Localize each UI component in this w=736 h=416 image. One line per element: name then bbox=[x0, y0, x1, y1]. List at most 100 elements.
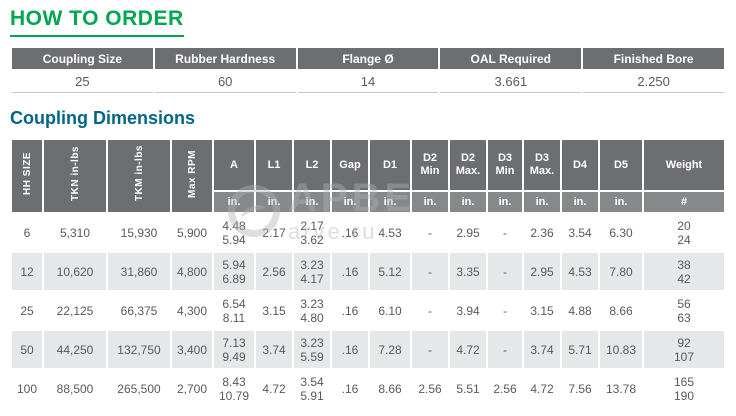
col-label: D3 bbox=[497, 152, 513, 164]
dim-header-l2: L2 bbox=[294, 140, 330, 190]
cell-d3-max: 4.72 bbox=[524, 370, 560, 407]
cell-d3-min: - bbox=[488, 331, 522, 368]
cell-weight-line1: 56 bbox=[677, 296, 691, 311]
dim-header-a: A bbox=[214, 140, 254, 190]
cell-d5: 6.30 bbox=[600, 214, 642, 251]
cell-a-line1: 5.94 bbox=[222, 257, 246, 272]
order-header-coupling-size: Coupling Size bbox=[12, 48, 153, 69]
unit-d2-min: in. bbox=[412, 192, 448, 212]
cell-d4: 3.54 bbox=[562, 214, 598, 251]
table-row: 12 10,620 31,860 4,800 5.94 6.89 2.56 3.2… bbox=[12, 253, 724, 290]
cell-d3-max: 2.36 bbox=[524, 214, 560, 251]
cell-d4: 4.53 bbox=[562, 253, 598, 290]
unit-d5: in. bbox=[600, 192, 642, 212]
cell-a-line2: 8.11 bbox=[222, 310, 246, 325]
cell-rpm: 2,700 bbox=[172, 370, 212, 407]
cell-l1: 2.17 bbox=[256, 214, 292, 251]
cell-l2-line1: 3.54 bbox=[300, 374, 324, 389]
cell-rpm: 5,900 bbox=[172, 214, 212, 251]
cell-d1: 7.28 bbox=[370, 331, 410, 368]
col-label: D1 bbox=[382, 158, 398, 171]
cell-d5: 13.78 bbox=[600, 370, 642, 407]
cell-a: 5.94 6.89 bbox=[214, 253, 254, 290]
cell-a-line2: 5.94 bbox=[222, 232, 246, 247]
dim-header-tkm: TKM in-lbs bbox=[108, 140, 170, 212]
dim-header-d1: D1 bbox=[370, 140, 410, 190]
unit-weight: # bbox=[644, 192, 724, 212]
cell-l2-line2: 4.80 bbox=[300, 310, 324, 325]
cell-l2: 3.23 4.80 bbox=[294, 292, 330, 329]
unit-gap: in. bbox=[332, 192, 368, 212]
cell-weight: 38 42 bbox=[644, 253, 724, 290]
cell-tkn: 5,310 bbox=[44, 214, 106, 251]
col-label: Gap bbox=[339, 158, 361, 171]
cell-d2-max: 4.72 bbox=[450, 331, 486, 368]
order-table-header-row: Coupling Size Rubber Hardness Flange Ø O… bbox=[12, 48, 724, 69]
cell-weight-line1: 20 bbox=[677, 218, 691, 233]
cell-d4: 5.71 bbox=[562, 331, 598, 368]
unit-d1: in. bbox=[370, 192, 410, 212]
cell-tkm: 31,860 bbox=[108, 253, 170, 290]
order-value-flange-diameter: 14 bbox=[297, 71, 439, 93]
cell-d3-min: - bbox=[488, 292, 522, 329]
cell-a-line1: 8.43 bbox=[222, 374, 246, 389]
hh-size-label: HH SIZE bbox=[21, 152, 33, 195]
col-label: D2 bbox=[422, 152, 438, 164]
cell-d4: 7.56 bbox=[562, 370, 598, 407]
cell-tkm: 66,375 bbox=[108, 292, 170, 329]
dim-header-d3-min: D3 Min bbox=[488, 140, 522, 190]
cell-tkm: 265,500 bbox=[108, 370, 170, 407]
cell-weight: 20 24 bbox=[644, 214, 724, 251]
cell-hh: 50 bbox=[12, 331, 42, 368]
cell-tkn: 88,500 bbox=[44, 370, 106, 407]
col-label: L2 bbox=[305, 158, 319, 171]
table-row: 6 5,310 15,930 5,900 4.48 5.94 2.17 2.17 3… bbox=[12, 214, 724, 251]
cell-tkm: 15,930 bbox=[108, 214, 170, 251]
cell-hh: 12 bbox=[12, 253, 42, 290]
unit-l1: in. bbox=[256, 192, 292, 212]
dimensions-table: HH SIZE TKN in-lbs TKM in-lbs Max RPM A … bbox=[10, 138, 726, 409]
cell-l2: 3.23 5.59 bbox=[294, 331, 330, 368]
cell-d2-min: - bbox=[412, 292, 448, 329]
order-header-rubber-hardness: Rubber Hardness bbox=[154, 48, 296, 69]
tkn-label: TKN in-lbs bbox=[69, 146, 81, 201]
cell-a-line1: 6.54 bbox=[222, 296, 246, 311]
cell-l2-line2: 4.17 bbox=[300, 271, 324, 286]
order-table: Coupling Size Rubber Hardness Flange Ø O… bbox=[10, 46, 726, 95]
cell-l1: 3.74 bbox=[256, 331, 292, 368]
cell-tkn: 22,125 bbox=[44, 292, 106, 329]
col-label2: Min bbox=[420, 165, 440, 177]
cell-gap: .16 bbox=[332, 214, 368, 251]
cell-weight: 56 63 bbox=[644, 292, 724, 329]
col-label: A bbox=[230, 158, 238, 171]
cell-d5: 8.66 bbox=[600, 292, 642, 329]
cell-d2-min: - bbox=[412, 331, 448, 368]
dim-units-row: in. in. in. in. in. in. in. in. in. in. … bbox=[12, 192, 724, 212]
cell-gap: .16 bbox=[332, 253, 368, 290]
col-label2: Max. bbox=[455, 165, 481, 177]
cell-a-line1: 4.48 bbox=[222, 218, 246, 233]
order-header-oal-required: OAL Required bbox=[440, 48, 582, 69]
dim-header-max-rpm: Max RPM bbox=[172, 140, 212, 212]
order-value-coupling-size: 25 bbox=[12, 71, 153, 93]
cell-hh: 25 bbox=[12, 292, 42, 329]
col-label2: Min bbox=[495, 165, 515, 177]
cell-a-line1: 7.13 bbox=[222, 335, 246, 350]
cell-d2-max: 2.95 bbox=[450, 214, 486, 251]
col-label: L1 bbox=[267, 158, 281, 171]
cell-d1: 5.12 bbox=[370, 253, 410, 290]
cell-l2-line2: 3.62 bbox=[300, 232, 324, 247]
cell-l2-line2: 5.59 bbox=[300, 349, 324, 364]
dim-header-d5: D5 bbox=[600, 140, 642, 190]
unit-a: in. bbox=[214, 192, 254, 212]
unit-d4: in. bbox=[562, 192, 598, 212]
cell-l2-line1: 3.23 bbox=[300, 296, 324, 311]
col-label: D4 bbox=[572, 158, 588, 171]
cell-gap: .16 bbox=[332, 331, 368, 368]
dim-header-l1: L1 bbox=[256, 140, 292, 190]
unit-d3-max: in. bbox=[524, 192, 560, 212]
col-label: Weight bbox=[665, 158, 703, 171]
cell-d1: 8.66 bbox=[370, 370, 410, 407]
dim-header-d2-min: D2 Min bbox=[412, 140, 448, 190]
cell-d1: 6.10 bbox=[370, 292, 410, 329]
